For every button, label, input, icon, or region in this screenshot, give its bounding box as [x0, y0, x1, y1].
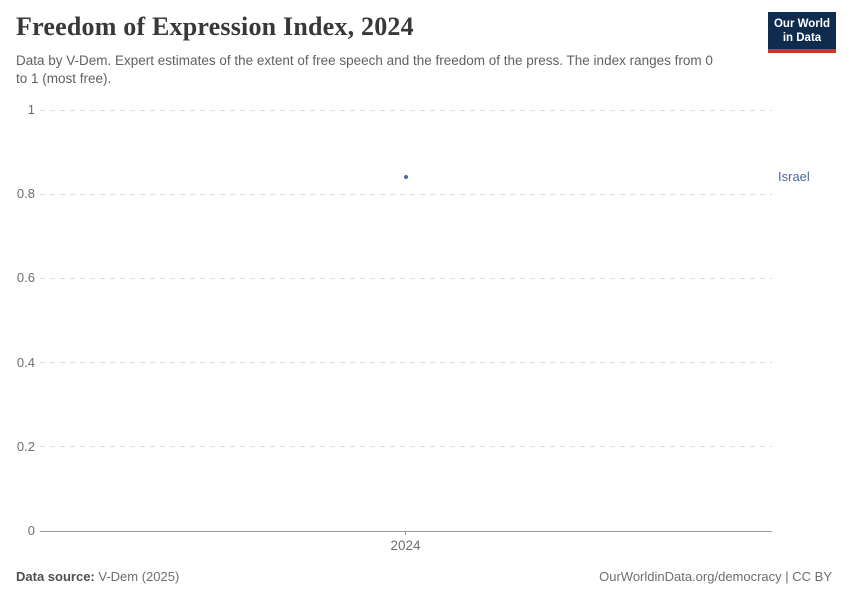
- y-axis-tick-label: 0.6: [16, 270, 35, 286]
- entity-label-israel[interactable]: Israel: [778, 168, 810, 184]
- x-axis-line: [40, 530, 772, 532]
- chart-subtitle: Data by V-Dem. Expert estimates of the e…: [16, 53, 713, 86]
- data-source-label: Data source:: [16, 569, 95, 584]
- gridline-y-0.4: [40, 362, 772, 364]
- owid-logo-line1: Our World: [773, 18, 830, 30]
- data-point-israel[interactable]: [403, 175, 408, 180]
- credit-link[interactable]: OurWorldinData.org/democracy | CC BY: [599, 569, 832, 584]
- y-axis-tick-label: 0.4: [16, 354, 35, 370]
- x-axis-tick: [405, 531, 406, 535]
- y-axis-tick-label: 0.8: [16, 186, 35, 202]
- y-axis-tick-label: 0.2: [16, 438, 35, 454]
- y-axis-tick-label: 1: [27, 102, 35, 117]
- gridline-y-1: [40, 109, 772, 111]
- gridline-y-0.8: [40, 193, 772, 195]
- x-axis-tick-label: 2024: [390, 538, 421, 553]
- data-source-value: V-Dem (2025): [98, 569, 180, 584]
- data-source-note: Data source: V-Dem (2025): [16, 569, 179, 584]
- gridline-y-0.2: [40, 446, 772, 448]
- owid-logo[interactable]: Our World in Data: [768, 12, 836, 53]
- y-axis-tick-label: 0: [27, 523, 35, 538]
- owid-logo-line2: in Data: [782, 32, 822, 44]
- page-title: Freedom of Expression Index, 2024: [16, 12, 414, 41]
- gridline-y-0.6: [40, 277, 772, 279]
